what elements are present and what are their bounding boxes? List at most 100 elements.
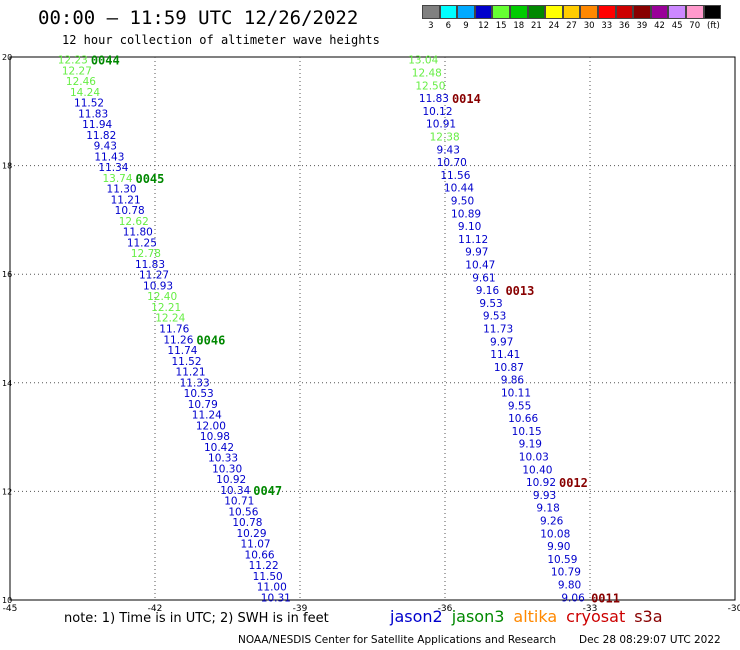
wave-height-reading: 10.40 [522,464,552,476]
satellite-legend-item: altika [513,607,558,626]
wave-height-reading: 12.46 [66,76,96,88]
wave-height-reading: 9.53 [483,311,506,323]
x-tick-label: -36 [438,604,453,614]
wave-height-reading: 12.62 [119,216,149,228]
wave-height-reading: 11.52 [74,98,104,110]
wave-height-reading: 10.79 [551,567,581,579]
wave-height-reading: 10.03 [519,451,549,463]
wave-height-reading: 9.90 [547,541,570,553]
wave-height-reading: 10.44 [444,183,474,195]
wave-height-reading: 11.76 [159,324,189,336]
wave-height-reading: 9.06 [561,592,585,604]
wave-height-reading: 10.15 [512,426,542,438]
y-tick-label: 14 [2,379,12,388]
wave-height-reading: 11.74 [167,345,197,357]
colorbar-swatch: 24 [545,5,563,31]
wave-height-reading: 11.41 [490,349,520,361]
wave-height-reading: 11.30 [107,184,137,196]
satellite-legend-item: s3a [634,607,663,626]
wave-height-reading: 12.00 [196,420,226,432]
wave-height-reading: 11.21 [176,367,206,379]
wave-height-reading: 10.42 [204,442,234,454]
colorbar-color [492,5,510,19]
colorbar-color [562,5,581,19]
wave-height-reading: 10.66 [508,413,538,425]
x-tick-label: -33 [583,604,598,614]
wave-height-reading: 11.83 [78,108,108,120]
colorbar-color [439,5,458,19]
wave-height-reading: 12.27 [62,65,92,77]
wave-height-reading: 10.47 [465,260,495,272]
wave-height-reading: 14.24 [70,87,100,99]
colorbar-swatch: 70 [685,5,704,31]
y-tick-label: 18 [2,162,12,171]
colorbar-label: 36 [618,21,630,31]
wave-height-reading: 10.87 [494,362,524,374]
wave-height-reading: 10.89 [451,208,481,220]
wave-height-reading: 11.21 [111,194,141,206]
wave-height-reading: 10.92 [526,477,556,489]
colorbar-color [545,5,563,19]
colorbar-label: 12 [478,21,489,31]
wave-height-reading: 12.50 [415,80,445,92]
y-tick-label: 20 [2,53,12,62]
wave-height-reading: 11.24 [192,410,222,422]
footer-note: note: 1) Time is in UTC; 2) SWH is in fe… [64,611,329,626]
axis-tick-labels: -45 -42 -39 -36 -33 -30 10 12 14 16 18 20 [2,53,740,614]
wave-height-reading: 11.22 [249,560,279,572]
wave-height-reading: 10.53 [184,388,214,400]
wave-height-reading: 9.43 [437,144,460,156]
wave-height-reading: 10.59 [547,554,577,566]
pass-time-label: 0012 [559,476,588,490]
plot-frame [9,56,736,601]
colorbar-color [457,5,475,19]
wave-height-reading: 10.92 [216,474,246,486]
wave-height-reading: 10.30 [212,463,242,475]
wave-height-reading: 10.93 [143,280,173,292]
wave-height-reading: 10.33 [208,453,238,465]
colorbar-label: 30 [583,21,595,31]
y-tick-label: 16 [2,270,12,279]
wave-height-reading: 10.70 [437,157,467,169]
wave-height-colorbar: 3 6 9 12 15 18 21 24 27 30 33 36 39 42 45 70 [422,5,722,31]
colorbar-color [422,5,440,19]
wave-height-reading: 11.26 [163,334,193,346]
colorbar-swatch: 9 [457,5,475,31]
colorbar-color [597,5,616,19]
wave-height-reading: 10.79 [188,399,218,411]
colorbar-color [668,5,686,19]
wave-height-reading: 10.56 [228,506,258,518]
wave-height-reading: 9.97 [465,247,488,259]
colorbar-color [685,5,704,19]
wave-height-reading: 12.48 [412,68,442,80]
wave-height-reading: 12.40 [147,291,177,303]
satellite-legend-item: jason2 [390,607,443,626]
wave-height-reading: 9.50 [451,196,474,208]
wave-height-reading: 10.11 [501,387,531,399]
colorbar-swatch: 18 [509,5,528,31]
wave-height-reading: 9.97 [490,336,513,348]
wave-height-reading: 9.10 [458,221,481,233]
footer-credit: NOAA/NESDIS Center for Satellite Applica… [238,634,556,646]
wave-height-reading: 11.56 [440,170,470,182]
colorbar-swatch: 12 [474,5,493,31]
wave-height-reading: 9.80 [558,579,581,591]
colorbar-color [703,5,722,19]
colorbar-swatch: 30 [580,5,598,31]
colorbar-swatch: 21 [527,5,546,31]
wave-height-reading: 11.34 [98,162,128,174]
colorbar-swatch: 3 [422,5,440,31]
wave-height-reading: 11.12 [458,234,488,246]
pass-time-label: 0047 [253,484,282,498]
colorbar-label: 18 [513,21,525,31]
pass-time-label: 0045 [135,172,164,186]
colorbar-swatch: 33 [597,5,616,31]
colorbar-swatch: 42 [650,5,669,31]
pass-time-label: 0011 [591,591,620,605]
satellite-legend: jason2 jason3 altika cryosat s3a [390,607,672,626]
wave-height-reading: 9.43 [94,141,117,153]
colorbar-label: 21 [530,21,542,31]
wave-height-reading: 11.07 [241,539,271,551]
y-tick-label: 12 [2,487,12,496]
